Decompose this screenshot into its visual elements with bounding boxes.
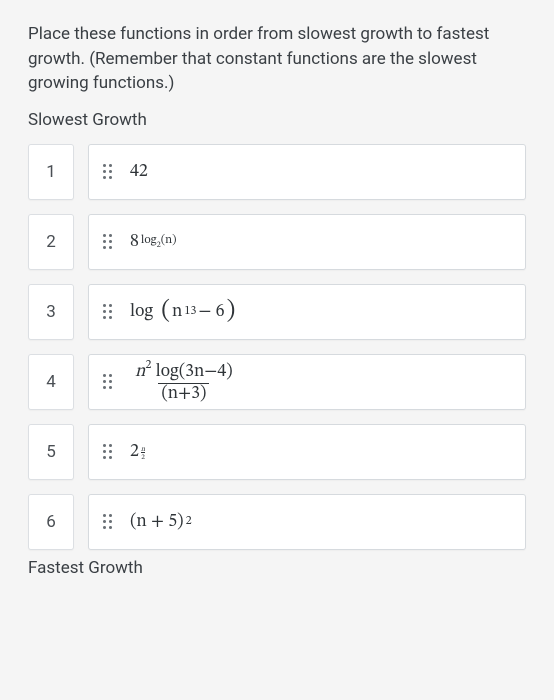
base: 8	[130, 233, 139, 251]
slowest-label: Slowest Growth	[28, 110, 526, 130]
drag-handle-icon[interactable]	[103, 374, 112, 389]
draggable-item[interactable]: 2n2	[88, 424, 526, 480]
rank-box: 6	[28, 494, 74, 550]
exponent: log2(n)	[141, 234, 177, 249]
question-text: Place these functions in order from slow…	[28, 22, 526, 96]
drag-handle-icon[interactable]	[103, 444, 112, 459]
drag-handle-icon[interactable]	[103, 514, 112, 529]
exponent: n2	[141, 442, 145, 461]
expression: 8log2(n)	[130, 233, 177, 251]
draggable-item[interactable]: n2 log(3n−4) (n+3)	[88, 354, 526, 410]
drag-handle-icon[interactable]	[103, 234, 112, 249]
draggable-item[interactable]: (n + 5)2	[88, 494, 526, 550]
draggable-item[interactable]: 42	[88, 144, 526, 200]
list-item: 2 8log2(n)	[28, 214, 526, 270]
rank-box: 3	[28, 284, 74, 340]
rank-box: 1	[28, 144, 74, 200]
draggable-item[interactable]: 8log2(n)	[88, 214, 526, 270]
fastest-label: Fastest Growth	[28, 558, 526, 578]
expression: n2 log(3n−4) (n+3)	[130, 360, 238, 404]
drag-handle-icon[interactable]	[103, 304, 112, 319]
expression: log (n13 − 6)	[130, 300, 235, 324]
expression: 42	[130, 163, 148, 181]
expression: 2n2	[130, 442, 145, 461]
rank-box: 4	[28, 354, 74, 410]
list-item: 1 42	[28, 144, 526, 200]
draggable-item[interactable]: log (n13 − 6)	[88, 284, 526, 340]
list-item: 3 log (n13 − 6)	[28, 284, 526, 340]
rank-box: 5	[28, 424, 74, 480]
list-item: 5 2n2	[28, 424, 526, 480]
drag-handle-icon[interactable]	[103, 164, 112, 179]
rank-box: 2	[28, 214, 74, 270]
expression: (n + 5)2	[130, 513, 192, 531]
list-item: 4 n2 log(3n−4) (n+3)	[28, 354, 526, 410]
list-item: 6 (n + 5)2	[28, 494, 526, 550]
ordering-list: 1 42 2 8log2(n) 3	[28, 144, 526, 550]
fraction: n2 log(3n−4) (n+3)	[132, 360, 236, 404]
